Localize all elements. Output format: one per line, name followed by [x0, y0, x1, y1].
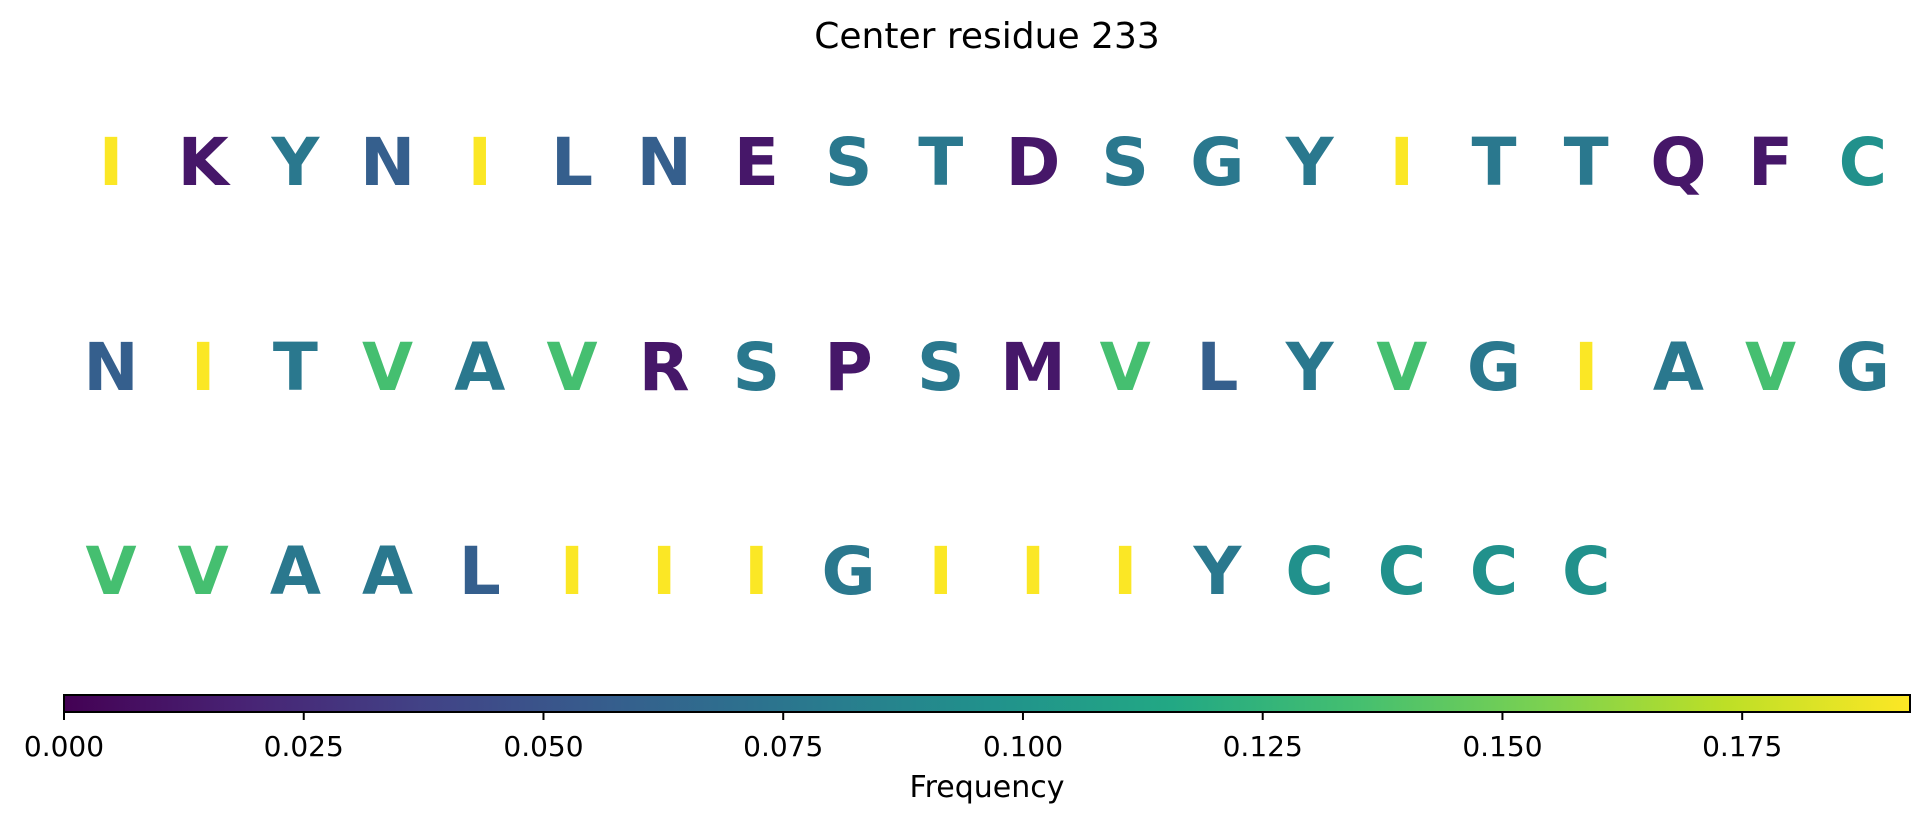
residue-letter: Y: [1285, 329, 1335, 406]
residue-letter: C: [1285, 533, 1333, 610]
residue-letter: V: [178, 533, 229, 610]
residue-letter: Y: [1285, 124, 1335, 201]
residue-letter: A: [1653, 329, 1704, 406]
colorbar-tick-label: 0.075: [743, 730, 823, 763]
colorbar-tick-label: 0.175: [1702, 730, 1782, 763]
colorbar: [63, 694, 1911, 713]
residue-letter: T: [1471, 124, 1516, 201]
residue-letter: I: [191, 329, 216, 406]
residue-letter: I: [468, 124, 493, 201]
residue-letter: G: [1836, 329, 1890, 406]
residue-letter: F: [1748, 124, 1793, 201]
residue-letter: M: [1000, 329, 1066, 406]
residue-letter: Q: [1650, 124, 1706, 201]
colorbar-tick-label: 0.100: [983, 730, 1063, 763]
residue-letter: A: [270, 533, 321, 610]
residue-letter: I: [560, 533, 585, 610]
residue-letter: V: [546, 329, 597, 406]
residue-letter: I: [99, 124, 124, 201]
colorbar-tick-label: 0.150: [1462, 730, 1542, 763]
chart-title: Center residue 233: [814, 16, 1160, 57]
residue-letter: V: [1376, 329, 1427, 406]
residue-letter: I: [1021, 533, 1046, 610]
residue-letter: D: [1006, 124, 1061, 201]
residue-letter: S: [1101, 124, 1149, 201]
colorbar-tick-label: 0.125: [1223, 730, 1303, 763]
residue-letter: Y: [1193, 533, 1243, 610]
residue-letter: T: [1564, 124, 1609, 201]
residue-letter: V: [362, 329, 413, 406]
residue-letter: T: [273, 329, 318, 406]
residue-letter: L: [551, 124, 593, 201]
residue-letter: N: [360, 124, 415, 201]
colorbar-tick-label: 0.025: [264, 730, 344, 763]
residue-letter: V: [85, 533, 136, 610]
residue-letter: G: [1190, 124, 1244, 201]
residue-letter: G: [822, 533, 876, 610]
residue-letter: N: [637, 124, 692, 201]
colorbar-tick-label: 0.050: [503, 730, 583, 763]
residue-letter: L: [459, 533, 501, 610]
colorbar-ticks: 0.000 0.025 0.050 0.075 0.100 0.125 0.150 0.175: [24, 712, 1782, 763]
residue-letter: S: [733, 329, 781, 406]
residue-letter: V: [1100, 329, 1151, 406]
residue-letter: I: [744, 533, 769, 610]
residue-letter: P: [824, 329, 872, 406]
residue-layer: I K Y N I L N E S T D S G Y I T T Q F CN I T V A V R S P S M V L Y V G I A V G…: [83, 124, 1890, 610]
residue-letter: C: [1378, 533, 1426, 610]
residue-letter: C: [1839, 124, 1887, 201]
residue-letter: S: [825, 124, 873, 201]
residue-letter: A: [362, 533, 413, 610]
residue-letter: E: [734, 124, 779, 201]
residue-letter: I: [929, 533, 954, 610]
residue-letter: C: [1470, 533, 1518, 610]
residue-letter: A: [454, 329, 505, 406]
colorbar-tick-label: 0.000: [24, 730, 104, 763]
residue-letter: V: [1745, 329, 1796, 406]
residue-letter: N: [83, 329, 138, 406]
residue-letter: I: [652, 533, 677, 610]
colorbar-label: Frequency: [910, 770, 1065, 805]
residue-letter: C: [1562, 533, 1610, 610]
residue-letter: I: [1113, 533, 1138, 610]
residue-letter: T: [918, 124, 963, 201]
residue-letter: G: [1467, 329, 1521, 406]
residue-letter: I: [1574, 329, 1599, 406]
residue-letter: K: [178, 124, 232, 201]
residue-letter: I: [1390, 124, 1415, 201]
residue-letter: S: [917, 329, 965, 406]
residue-letter: Y: [271, 124, 321, 201]
residue-letter: R: [639, 329, 690, 406]
residue-letter: L: [1196, 329, 1238, 406]
